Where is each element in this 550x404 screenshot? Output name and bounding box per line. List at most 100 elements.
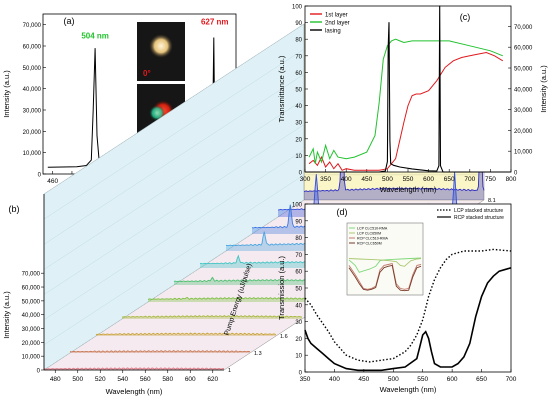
y-tick-label-d: 90 (295, 219, 302, 225)
y2-tick-label-c: 20,000 (514, 129, 533, 135)
x-axis-label-b: Wavelength (nm) (106, 387, 163, 396)
y-tick-label-c: 100 (292, 5, 303, 11)
x-tick-label-b: 500 (72, 376, 83, 383)
waterfall-series-b (147, 296, 329, 301)
x-tick-label-b: 600 (185, 376, 196, 383)
y-tick-label-a: 60,000 (23, 45, 42, 51)
x-axis-label-c: Wavelength (nm) (380, 185, 437, 194)
y-tick-label-a: 50,000 (23, 66, 42, 72)
x-tick-label-d: 550 (417, 376, 428, 383)
y-tick-label-b: 30,000 (22, 327, 41, 333)
grid-line-b (43, 74, 305, 245)
y2-axis-label-c: Intensity (a.u.) (539, 65, 548, 113)
series-line-c (305, 5, 511, 173)
x-axis-label-d: Wavelength (nm) (380, 385, 437, 394)
y-tick-label-a: 10,000 (23, 151, 42, 157)
panel-label-d: (d) (337, 207, 348, 217)
grid-line-b (43, 48, 305, 220)
y-axis-label-a: Intensity (a.u.) (2, 70, 11, 118)
y-tick-label-d: 80 (295, 236, 302, 242)
x-tick-label-c: 550 (403, 176, 414, 183)
y-tick-label-a: 20,000 (23, 130, 42, 136)
y2-tick-label-c: 30,000 (514, 108, 533, 114)
y2-tick-label-c: 40,000 (514, 87, 533, 93)
y-tick-label-d: 40 (295, 303, 302, 309)
x-tick-label-c: 650 (444, 176, 455, 183)
energy-tick-label-b: 8.1 (488, 198, 496, 204)
grid-line-b (43, 199, 305, 371)
peak-label-a: 627 nm (201, 18, 229, 27)
y-tick-label-b: 70,000 (22, 272, 41, 278)
y-tick-label-c: 10 (295, 154, 302, 160)
x-tick-label-d: 400 (329, 376, 340, 383)
waterfall-series-b (43, 367, 225, 370)
x-tick-label-d: 350 (300, 376, 311, 383)
y2-tick-label-c: 10,000 (514, 150, 533, 156)
grid-line-b (43, 149, 305, 320)
y2-tick-label-c: 70,000 (514, 25, 533, 31)
x-tick-label-d: 650 (476, 376, 487, 383)
waterfall-series-b (69, 350, 251, 353)
panel-label-a: (a) (64, 16, 75, 26)
laser-spot-0deg (149, 34, 173, 58)
legend-label-d: RCP stacked structure (454, 215, 504, 221)
y-tick-label-c: 90 (295, 21, 302, 27)
y-axis-label-b: Intensity (a.u.) (2, 291, 11, 339)
y-tick-label-a: 40,000 (23, 87, 42, 93)
x-tick-label-d: 700 (506, 376, 517, 383)
series-line-d (304, 267, 512, 372)
y-tick-label-c: 30 (295, 121, 302, 127)
y-tick-label-b: 20,000 (22, 341, 41, 347)
y-tick-label-b: 40,000 (22, 313, 41, 319)
x-tick-label-d: 600 (447, 376, 458, 383)
y-tick-label-d: 60 (295, 270, 302, 276)
x-tick-label-c: 750 (485, 176, 496, 183)
inset-legend-label-d: RCP CLC650M (357, 242, 382, 246)
y-tick-label-d: 10 (295, 354, 302, 360)
y-tick-label-d: 50 (295, 287, 302, 293)
y-tick-label-c: 70 (295, 54, 302, 60)
waterfall-fill-b (148, 297, 328, 302)
x-tick-label-c: 600 (423, 176, 434, 183)
inset-curve-d (348, 258, 422, 267)
legend-label-d: LCP stacked structure (454, 208, 503, 214)
y-tick-label-c: 60 (295, 71, 302, 77)
panel-label-c: (c) (460, 12, 471, 22)
x-tick-label-b: 480 (50, 376, 61, 383)
y-tick-label-d: 100 (292, 203, 303, 209)
y-tick-label-c: 40 (295, 104, 302, 110)
series-line-c (308, 51, 504, 171)
waterfall-fill-b (44, 367, 224, 370)
y-tick-label-d: 0 (299, 371, 303, 377)
y-tick-label-b: 60,000 (22, 286, 41, 292)
inset-legend-label-d: LCP CLC650M (357, 232, 381, 236)
laser-spot-green (149, 105, 165, 121)
x-tick-label-b: 560 (140, 376, 151, 383)
inset-legend-label-d: LCP CLC510-RMA (357, 227, 388, 231)
y-tick-label-b: 10,000 (22, 355, 41, 361)
waterfall-series-b (95, 332, 277, 336)
grid-line-b (43, 124, 305, 295)
series-line-c (308, 38, 503, 164)
waterfall-series-b (121, 315, 303, 318)
x-tick-label-a: 460 (47, 178, 58, 185)
inset-curve-d (348, 263, 422, 290)
x-tick-label-c: 400 (341, 176, 352, 183)
y2-tick-label-c: 50,000 (514, 67, 533, 73)
y-tick-label-b: 0 (37, 369, 41, 375)
x-tick-label-c: 300 (300, 176, 311, 183)
legend-label-c: 1st layer (325, 12, 348, 18)
x-tick-label-b: 620 (207, 376, 218, 383)
panel-label-b: (b) (9, 204, 20, 214)
y-tick-label-d: 70 (295, 253, 302, 259)
legend-label-c: 2nd layer (325, 20, 350, 26)
inset-curve-d (348, 257, 422, 273)
y-tick-label-a: 30,000 (23, 109, 42, 115)
energy-tick-label-b: 1 (228, 368, 231, 374)
plot-frame-c (304, 5, 512, 173)
x-tick-label-c: 350 (320, 176, 331, 183)
x-tick-label-c: 800 (506, 176, 517, 183)
grid-line-b (43, 174, 305, 346)
energy-tick-label-b: 1.3 (254, 351, 262, 357)
